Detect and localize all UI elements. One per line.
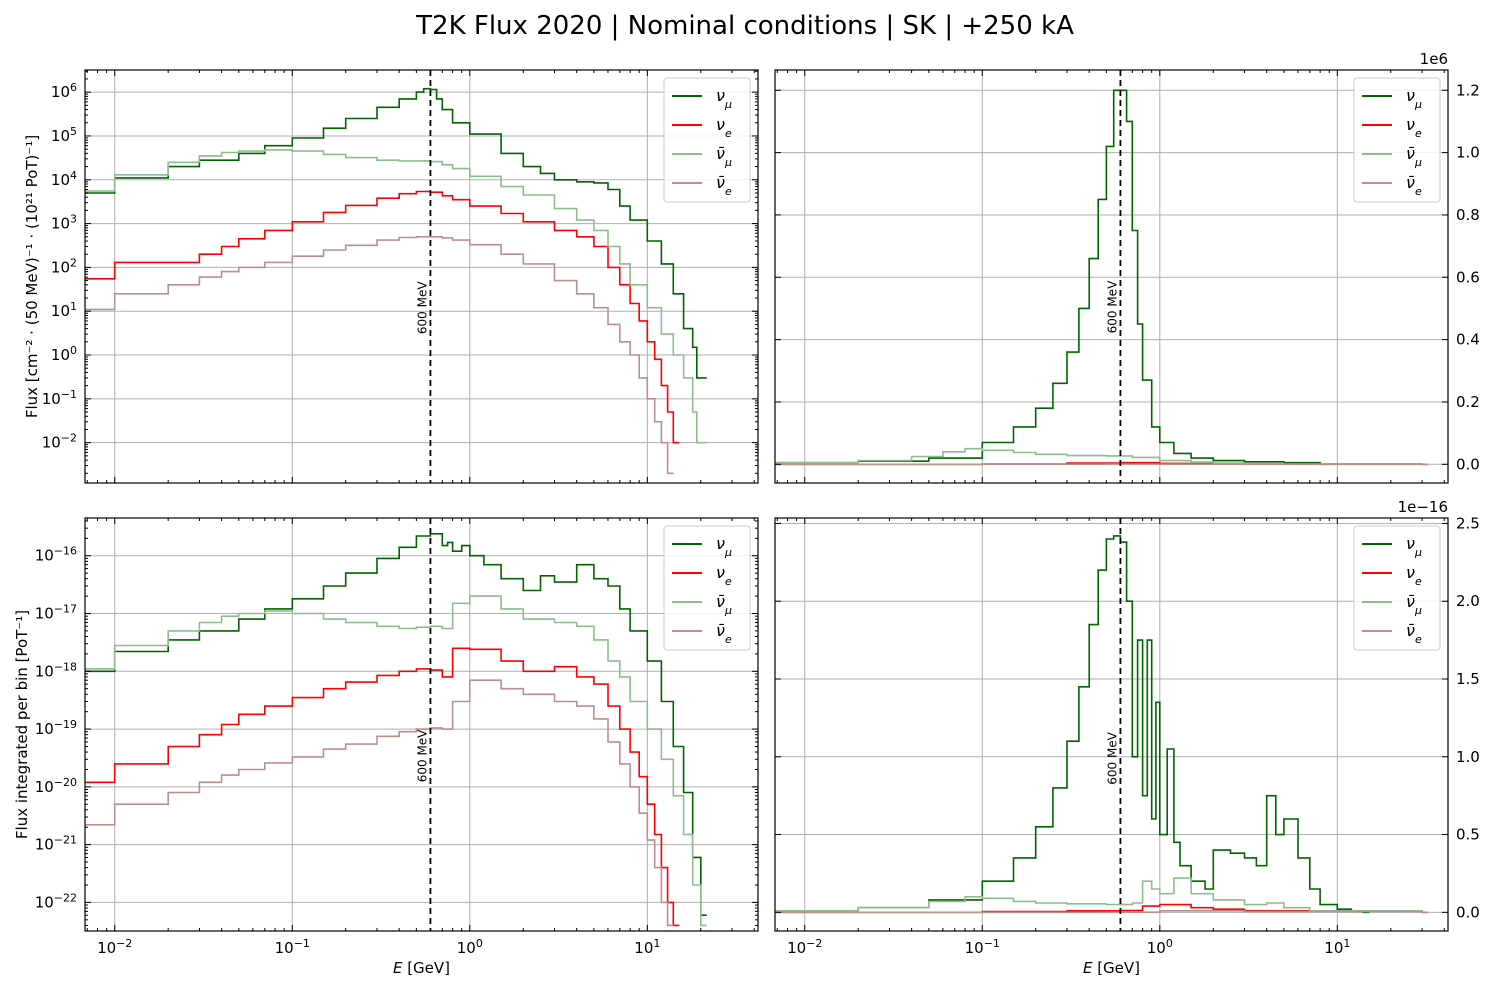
x-tick-label: 10−2 [97, 937, 132, 958]
legend-label-nue: νe [716, 115, 732, 140]
y-axis-label: Flux integrated per bin [PoT⁻¹] [13, 610, 31, 839]
vline-label: 600 MeV [1105, 280, 1119, 333]
y-tick-label: 2.0 [1456, 592, 1480, 610]
x-tick-label: 10−2 [787, 937, 822, 958]
y-offset-label: 1e−16 [1398, 498, 1448, 516]
y-tick-label: 100 [51, 344, 77, 365]
y-tick-label: 10−2 [42, 431, 77, 452]
y-tick-label: 0.0 [1456, 455, 1480, 473]
figure-title: T2K Flux 2020 | Nominal conditions | SK … [415, 11, 1074, 41]
panel-top-left: 600 MeV 10−2 10−1 100 101 102 103 104 105 106 Flux… [23, 69, 759, 484]
series-group [85, 87, 707, 475]
axes-frame [774, 517, 1449, 932]
legend-label-nuebar: ν̄e [1406, 173, 1422, 198]
x-axis-label: E [GeV] [393, 959, 450, 977]
y-tick-label: 0.4 [1456, 331, 1480, 349]
x-axis-label: E [GeV] [1083, 959, 1140, 977]
axes-frame [84, 517, 759, 932]
legend-label-nue: νe [716, 563, 732, 588]
series-group [775, 535, 1429, 914]
series-line-numubar [85, 149, 707, 444]
y-tick-label: 10−17 [35, 602, 77, 623]
legend-label-numu: νμ [716, 534, 732, 559]
y-tick-label: 2.5 [1456, 514, 1480, 532]
legend-box [1353, 525, 1441, 651]
legend-box [1353, 77, 1441, 203]
y-tick-label: 10−19 [35, 718, 77, 739]
x-tick-label: 100 [1147, 937, 1173, 958]
vline-label: 600 MeV [415, 729, 429, 782]
y-tick-label: 10−1 [42, 387, 77, 408]
vline-label: 600 MeV [415, 281, 429, 334]
legend-label-numubar: ν̄μ [1406, 144, 1422, 169]
axes-frame [774, 69, 1449, 484]
legend-label-numu: νμ [716, 86, 732, 111]
series-line-numubar [85, 595, 707, 927]
legend-label-numubar: ν̄μ [1406, 592, 1422, 617]
legend-label-numu: νμ [1406, 86, 1422, 111]
series-line-numubar [775, 877, 1429, 914]
panels: 600 MeV 10−2 10−1 100 101 102 103 104 105 106 Flux… [13, 50, 1480, 977]
x-tick-label: 101 [634, 937, 660, 958]
series-line-nue [85, 647, 680, 927]
legend-label-numu: νμ [1406, 534, 1422, 559]
y-tick-label: 106 [51, 81, 77, 102]
legend: νμ νe ν̄μ ν̄e [1353, 77, 1441, 203]
y-tick-label: 0.8 [1456, 206, 1480, 224]
y-tick-label: 105 [51, 124, 77, 145]
series-line-nuebar [85, 679, 674, 927]
series-line-nuebar [85, 236, 674, 475]
x-tick-label: 100 [457, 937, 483, 958]
y-tick-label: 0.6 [1456, 268, 1480, 286]
series-line-numu [85, 87, 707, 379]
legend-label-nuebar: ν̄e [716, 621, 732, 646]
legend-label-nuebar: ν̄e [716, 173, 732, 198]
y-tick-label: 0.5 [1456, 826, 1480, 844]
panel-top-right: 600 MeV 0.0 0.2 0.4 0.6 0.8 1.0 1.2 1e6 νμ νe ν̄μ ν̄… [774, 50, 1480, 484]
y-axis-label: Flux [cm⁻² · (50 MeV)⁻¹ · (10²¹ PoT)⁻¹] [23, 135, 41, 418]
series-line-nue [85, 190, 680, 444]
series-line-nuebar [775, 910, 1429, 914]
legend-box [663, 77, 751, 203]
y-tick-label: 1.0 [1456, 144, 1480, 162]
y-tick-label: 10−16 [35, 544, 77, 565]
y-tick-label: 10−18 [35, 660, 77, 681]
panel-bottom-left: 600 MeV 10−2 10−1 100 101 10−22 10−21 10−20 10−1… [13, 517, 759, 977]
y-tick-label: 1.2 [1456, 81, 1480, 99]
y-tick-label: 104 [51, 168, 77, 189]
legend-label-nuebar: ν̄e [1406, 621, 1422, 646]
legend-box [663, 525, 751, 651]
y-tick-label: 103 [51, 212, 77, 233]
series-line-numu [775, 535, 1370, 914]
legend-label-nue: νe [1406, 563, 1422, 588]
series-line-numubar [775, 447, 1429, 466]
series-line-numu [85, 533, 707, 916]
legend-label-numubar: ν̄μ [716, 592, 732, 617]
legend: νμ νe ν̄μ ν̄e [663, 77, 751, 203]
series-group [85, 533, 707, 927]
y-tick-label: 10−21 [35, 833, 77, 854]
panel-bottom-right: 600 MeV 10−2 10−1 100 101 0.0 0.5 1.0 1.5 2.0 2.5 1… [774, 498, 1480, 977]
y-tick-label: 10−22 [35, 891, 77, 912]
y-tick-label: 1.5 [1456, 670, 1480, 688]
x-tick-label: 10−1 [965, 937, 1000, 958]
y-tick-label: 0.0 [1456, 903, 1480, 921]
y-tick-label: 101 [51, 300, 77, 321]
legend-label-numubar: ν̄μ [716, 144, 732, 169]
y-tick-label: 10−20 [35, 775, 77, 796]
legend: νμ νe ν̄μ ν̄e [1353, 525, 1441, 651]
legend: νμ νe ν̄μ ν̄e [663, 525, 751, 651]
axes-frame [84, 69, 759, 484]
x-tick-label: 10−1 [275, 937, 310, 958]
legend-label-nue: νe [1406, 115, 1422, 140]
y-tick-label: 102 [51, 256, 77, 277]
y-tick-label: 1.0 [1456, 748, 1480, 766]
vline-label: 600 MeV [1105, 731, 1119, 784]
y-offset-label: 1e6 [1420, 50, 1448, 68]
y-tick-label: 0.2 [1456, 393, 1480, 411]
x-tick-label: 101 [1324, 937, 1350, 958]
